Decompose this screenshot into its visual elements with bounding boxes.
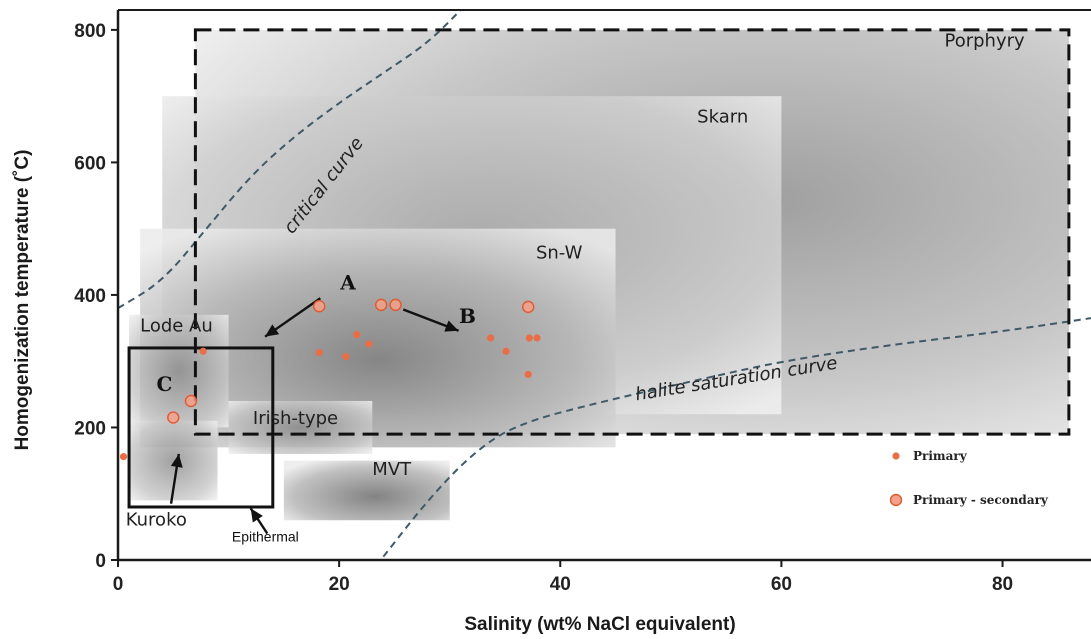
y-tick-label: 600 bbox=[74, 153, 106, 174]
point-primary bbox=[525, 334, 533, 342]
label-porphyry: Porphyry bbox=[944, 30, 1025, 51]
curve-critical-curve bbox=[118, 10, 462, 310]
point-primary bbox=[524, 370, 532, 379]
label-mvt: MVT bbox=[372, 459, 412, 480]
group-label-b: B bbox=[459, 304, 476, 328]
point-primary-secondary bbox=[167, 411, 180, 424]
y-tick-label: 400 bbox=[74, 286, 106, 307]
arrow-to-kuroko-head bbox=[170, 453, 183, 468]
label-skarn: Skarn bbox=[697, 107, 748, 128]
region-mvt bbox=[283, 460, 450, 521]
x-tick-label: 60 bbox=[771, 574, 792, 595]
x-tick-label: 80 bbox=[992, 574, 1013, 595]
point-primary-secondary bbox=[313, 300, 326, 313]
point-primary bbox=[315, 348, 323, 357]
label-irish-type: Irish-type bbox=[253, 408, 338, 429]
x-axis-title: Salinity (wt% NaCl equivalent) bbox=[464, 614, 735, 635]
axes bbox=[116, 9, 1091, 562]
legend-marker-primary-secondary bbox=[889, 493, 903, 507]
y-tick-label: 800 bbox=[74, 21, 106, 42]
point-primary-secondary bbox=[374, 298, 388, 312]
legend-label-primary: Primary bbox=[913, 449, 968, 463]
point-primary bbox=[342, 352, 350, 361]
legend: Primary Primary - secondary bbox=[889, 449, 1049, 507]
region-lode-au bbox=[129, 314, 229, 428]
group-label-a: A bbox=[339, 271, 356, 295]
label-sn-w: Sn-W bbox=[536, 242, 583, 263]
porphyry-border bbox=[193, 28, 1071, 436]
point-primary bbox=[365, 340, 373, 348]
point-primary bbox=[533, 334, 541, 342]
label-kuroko: Kuroko bbox=[126, 510, 187, 531]
label-lode-au: Lode Au bbox=[140, 315, 213, 336]
data-points bbox=[119, 298, 541, 461]
point-primary-secondary bbox=[522, 300, 535, 314]
region-irish-type bbox=[228, 400, 373, 454]
phase-curves bbox=[118, 10, 1091, 558]
x-tick-label: 20 bbox=[329, 574, 350, 595]
point-primary bbox=[353, 331, 361, 339]
y-axis-title: Homogenization temperature (˚C) bbox=[12, 150, 33, 451]
label-epithermal: Epithermal bbox=[232, 528, 299, 544]
legend-marker-primary bbox=[892, 452, 900, 460]
epithermal-border bbox=[127, 346, 275, 509]
x-tick-label: 0 bbox=[113, 574, 124, 595]
curve-halite-saturation-curve bbox=[382, 317, 1091, 558]
point-primary bbox=[119, 453, 128, 461]
point-primary-secondary bbox=[389, 298, 402, 312]
group-label-c: C bbox=[156, 372, 172, 396]
point-primary bbox=[199, 347, 207, 355]
x-tick-label: 40 bbox=[550, 574, 571, 595]
deposit-regions bbox=[129, 29, 1069, 521]
arrow-a-to-lode-au-head bbox=[265, 324, 280, 337]
y-tick-label: 0 bbox=[95, 551, 106, 572]
point-primary bbox=[502, 347, 510, 355]
arrow-to-epithermal-head bbox=[250, 508, 263, 523]
y-tick-label: 200 bbox=[74, 418, 106, 439]
legend-label-primary-secondary: Primary - secondary bbox=[913, 493, 1049, 507]
point-primary-secondary bbox=[184, 394, 198, 408]
arrow-a-to-b-head bbox=[444, 320, 459, 332]
point-primary bbox=[487, 334, 495, 342]
